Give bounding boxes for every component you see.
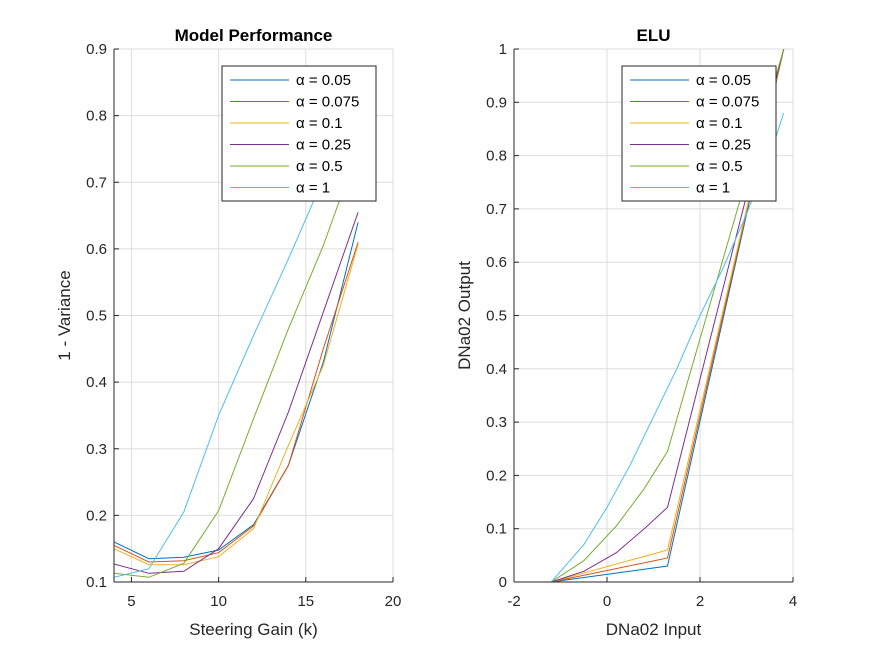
series-line-3 [114,244,359,566]
chart-1: 5 10 15 20 0.1 0.2 0.3 0.4 0.5 0.6 0.7 0.8 0.9 Model … [55,26,401,639]
series-line-5 [114,148,359,578]
series-line-1 [551,49,785,582]
series-line-4 [114,212,359,574]
x-tick-label: 10 [210,593,227,610]
legend-entry-4: α = 0.25 [296,137,351,154]
y-tick-label: 1 [499,41,507,58]
legend-entry-5: α = 0.5 [696,158,743,175]
y-tick-label: 0.4 [86,374,107,391]
legend-entry-3: α = 0.1 [296,115,343,132]
x-tick-label: -2 [507,593,520,610]
legend-entry-3: α = 0.1 [696,115,743,132]
x-tick-label: 5 [127,593,135,610]
legend: α = 0.05 α = 0.075 α = 0.1 α = 0.25 α = 0.5 α… [221,65,377,202]
y-tick-label: 0.3 [486,414,507,431]
legend-entry-4: α = 0.25 [696,137,751,154]
legend-box [621,65,777,202]
y-tick-label: 0.9 [86,41,107,58]
y-tick-label: 0.2 [86,507,107,524]
y-tick-label: 0.1 [86,574,107,591]
x-tick-label: 2 [696,593,704,610]
y-tick-label: 0.6 [86,241,107,258]
y-tick-label: 0.5 [86,308,107,325]
legend-box [221,65,377,202]
y-tick-label: 0.8 [486,148,507,165]
x-tick-label: 15 [297,593,314,610]
y-tick-label: 0.7 [486,201,507,218]
x-axis-label: Steering Gain (k) [189,620,318,639]
y-tick-label: 0.8 [86,108,107,125]
y-tick-label: 0.1 [486,521,507,538]
y-tick-label: 0.9 [486,94,507,111]
y-tick-label: 0.5 [486,308,507,325]
x-tick-label: 20 [385,593,402,610]
legend-entry-6: α = 1 [696,180,730,197]
y-tick-label: 0.2 [486,467,507,484]
legend-entry-2: α = 0.075 [696,94,759,111]
chart-title: Model Performance [175,26,333,45]
series-line-4 [551,49,785,582]
x-axis-label: DNa02 Input [606,620,702,639]
y-tick-label: 0.7 [86,174,107,191]
series-line-3 [551,49,785,582]
chart-title: ELU [637,26,671,45]
legend-entry-1: α = 0.05 [296,72,351,89]
y-tick-label: 0 [499,574,507,591]
series-line-2 [114,242,359,563]
y-tick-label: 0.6 [486,254,507,271]
legend-entry-1: α = 0.05 [696,72,751,89]
legend: α = 0.05 α = 0.075 α = 0.1 α = 0.25 α = 0.5 α… [621,65,777,202]
chart-2: -2 0 2 400.10.20.30.40.50.60.70.80.91ELUDNa… [455,26,797,639]
y-tick-label: 0.3 [86,441,107,458]
legend-entry-5: α = 0.5 [296,158,343,175]
legend-entry-6: α = 1 [296,180,330,197]
legend-entry-2: α = 0.075 [296,94,359,111]
series-line-5 [550,49,785,582]
y-tick-label: 0.4 [486,361,507,378]
y-axis-label: 1 - Variance [55,270,74,360]
y-axis-label: DNa02 Output [455,261,474,370]
x-tick-label: 0 [603,593,611,610]
x-tick-label: 4 [789,593,797,610]
